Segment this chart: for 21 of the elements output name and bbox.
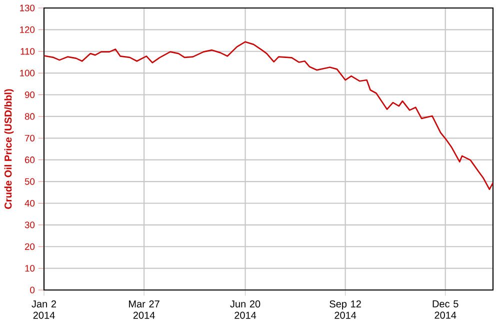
y-tick-label: 60 [25, 156, 35, 164]
y-tick-label: 20 [25, 243, 35, 250]
y-tick-label: 90 [24, 91, 35, 98]
line-series [44, 41, 493, 190]
y-tick-label: 30 [24, 222, 35, 228]
y-tick-label: 100 [20, 70, 35, 76]
y-axis-title: Crude Oil Price (USD/bbl) [4, 89, 14, 209]
y-tick-label: 110 [20, 48, 35, 55]
x-tick-label: Mar 27 2014 [129, 300, 160, 319]
y-tick-label: 50 [24, 178, 35, 185]
x-tick-label: Jun 20 2014 [230, 300, 260, 319]
y-tick-label: 80 [24, 113, 35, 120]
x-tick-label: Jan 2 2014 [32, 300, 56, 319]
y-tick-label: 0 [30, 286, 35, 294]
y-tick-label: 120 [20, 26, 35, 33]
y-tick-label: 70 [25, 134, 35, 142]
x-tick-label: Dec 5 2014 [432, 300, 458, 319]
y-tick-label: 40 [24, 200, 35, 207]
y-tick-label: 10 [25, 265, 35, 272]
y-tick-label: 130 [20, 4, 35, 12]
x-tick-label: Sep 12 2014 [330, 300, 361, 319]
